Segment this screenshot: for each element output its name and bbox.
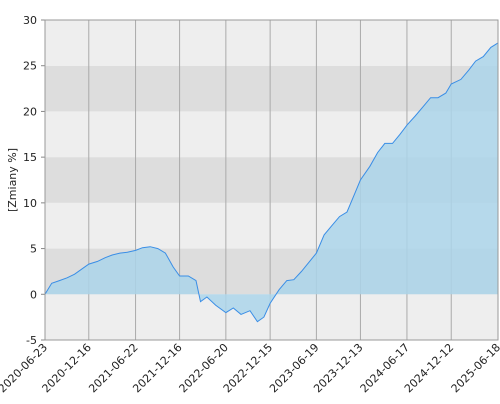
x-tick-label: 2025-06-18 [449,341,500,395]
grid-band [45,20,498,66]
y-tick-label: 0 [30,288,37,301]
y-tick-label: 25 [23,60,37,73]
y-tick-label: 30 [23,14,37,27]
grid-band [45,65,498,112]
y-tick-label: 15 [23,151,37,164]
line [44,42,499,323]
y-axis-label: [Zmiany %] [6,148,19,212]
plot-border [44,19,499,341]
area [45,42,498,322]
y-tick-label: 20 [23,105,37,118]
y-tick-label: 10 [23,197,37,210]
y-tick-label: 5 [30,243,37,256]
y-tick-label: -5 [26,334,37,347]
